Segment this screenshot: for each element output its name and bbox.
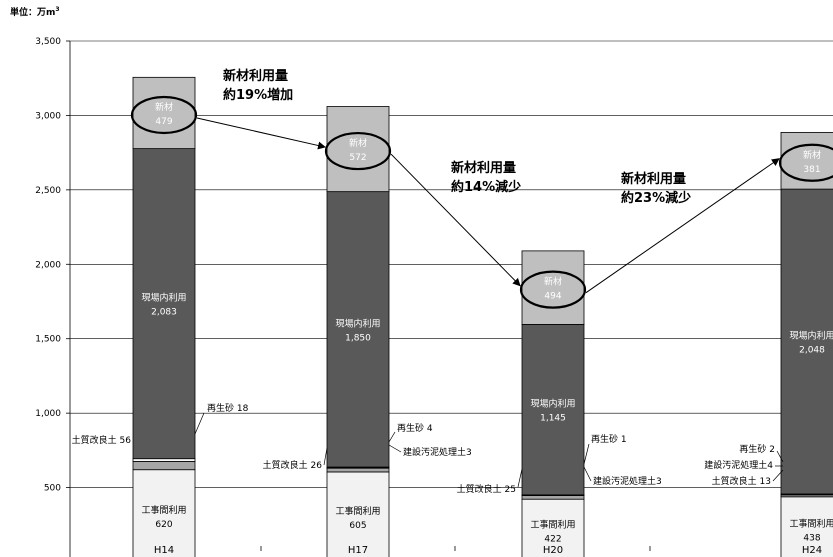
side-label-leader [583,443,590,465]
annotation-line2: 約23%減少 [621,190,691,206]
labels-layer: 05001,0001,5002,0002,5003,0003,500H14H17… [35,37,833,556]
segment-value-label: 494 [544,292,561,302]
segment-value-label: 2,083 [151,308,177,318]
trend-arrow [196,117,326,150]
bar-segment [132,148,196,460]
side-label: 土質改良土 26 [263,459,323,471]
bar-segment [132,458,196,462]
bar-segment [521,250,585,325]
side-label: 土質改良土 25 [457,483,516,495]
bar-segment [780,496,833,557]
bar-segment [132,469,196,557]
bar-segment [132,460,196,471]
side-label-leader [194,412,205,435]
side-label-leader [388,444,402,453]
segment-value-label: 1,850 [345,333,371,343]
new-material-ellipse [130,95,198,135]
y-tick-label: 500 [44,484,61,494]
segment-value-label: 438 [803,533,820,543]
side-label: 建設汚泥処理土4 [704,459,773,471]
trend-arrow [390,153,521,287]
unit-label: 単位：万m3 [10,5,60,18]
annotation-line2: 約19%増加 [223,87,293,103]
x-category-label: H17 [348,545,368,556]
segment-value-label: 479 [155,117,172,127]
segment-name-label: 新材 [803,149,821,161]
segment-name-label: 新材 [155,101,173,113]
segment-name-label: 現場内利用 [530,398,575,410]
segment-value-label: 2,048 [799,346,825,356]
unit-label-superscript: 3 [55,6,60,13]
bar-segment [326,467,390,473]
side-label-leader [323,447,328,466]
side-label: 再生砂 1 [591,433,627,445]
bar-segment [780,188,833,495]
side-label: 再生砂 18 [207,402,249,414]
unit-label-text: 単位：万m [10,8,56,18]
x-category-label: H20 [543,545,563,556]
y-tick-label: 3,500 [35,37,61,47]
new-material-ellipse [324,131,392,171]
y-tick-label: 1,500 [35,335,61,345]
annotation-line1: 新材利用量 [621,171,686,187]
bar-segment [521,324,585,496]
segment-name-label: 工事間利用 [141,504,186,516]
segment-name-label: 工事間利用 [530,519,575,531]
new-material-ellipse [519,270,587,309]
y-tick-label: 2,500 [35,186,61,196]
side-label-leader [772,469,784,482]
side-label: 建設汚泥処理土3 [593,475,662,487]
y-tick-label: 1,000 [35,409,61,419]
annotation-line2: 約14%減少 [451,179,521,195]
new-material-ellipse [778,143,833,182]
side-label: 土質改良土 56 [72,434,132,446]
side-label: 土質改良土 13 [712,475,771,487]
side-label-leader [583,466,592,482]
side-label: 建設汚泥処理土3 [403,446,472,458]
bar-segment [521,495,585,500]
bar-segment [326,191,390,468]
side-label: 再生砂 2 [739,443,775,455]
y-tick-label: 3,000 [35,111,61,121]
segment-value-label: 422 [544,535,561,545]
x-category-label: H14 [154,545,174,556]
annotation-line1: 新材利用量 [451,160,516,176]
segment-name-label: 現場内利用 [789,330,833,342]
side-label-leader [517,468,523,488]
side-label-leader [776,450,784,463]
bar-segment [326,471,390,557]
segment-name-label: 新材 [544,276,562,288]
segment-value-label: 572 [349,153,366,163]
segment-value-label: 381 [803,165,820,175]
segment-name-label: 現場内利用 [335,317,380,329]
grid-layer [66,40,833,557]
segment-name-label: 工事間利用 [335,505,380,517]
x-category-label: H24 [802,545,822,556]
annotation-line1: 新材利用量 [223,68,288,84]
segment-value-label: 605 [349,521,366,531]
segment-name-label: 新材 [349,137,367,149]
segment-name-label: 現場内利用 [141,292,186,304]
bar-segment [326,106,390,193]
side-label-leader [388,431,396,443]
trend-arrow [585,158,780,294]
side-label: 再生砂 4 [397,422,433,434]
segment-value-label: 620 [155,520,172,530]
y-tick-label: 2,000 [35,260,61,270]
segment-value-label: 1,145 [540,414,566,424]
segment-name-label: 工事間利用 [789,517,833,529]
